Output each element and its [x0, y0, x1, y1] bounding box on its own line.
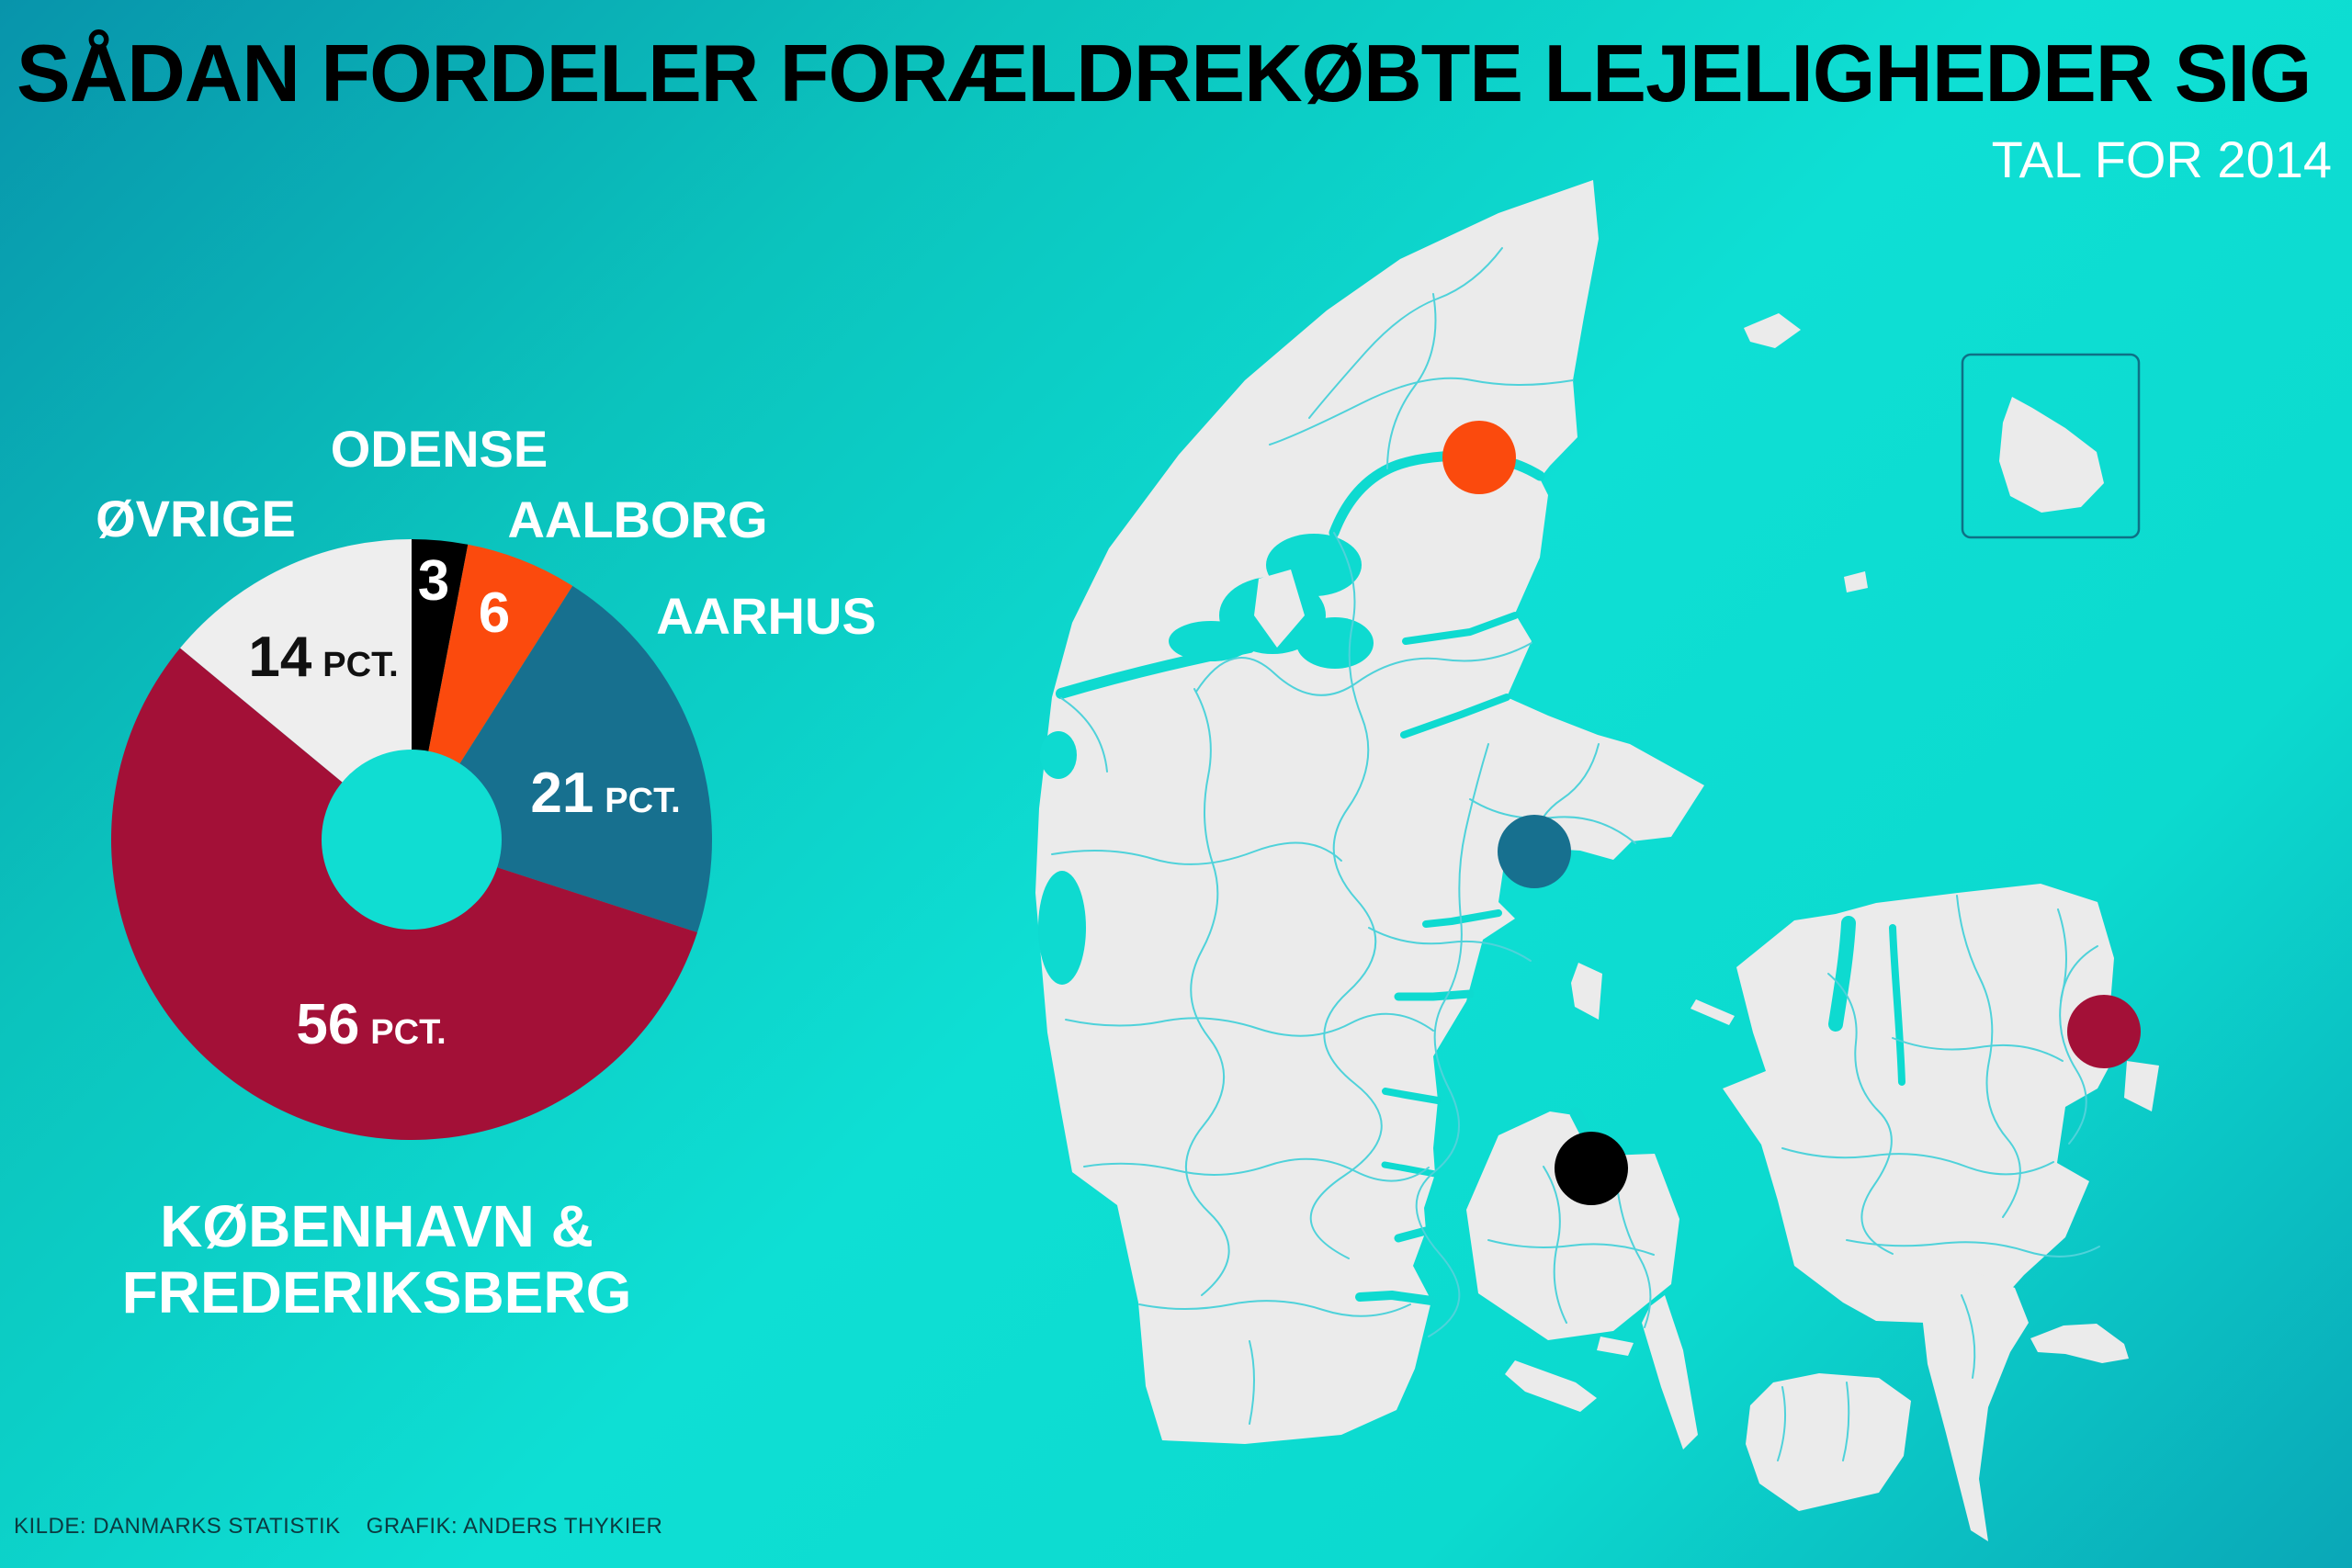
horsens-fjord — [1422, 909, 1502, 928]
zealand-island — [1723, 884, 2120, 1323]
value-ovrige-number: 14 — [248, 626, 312, 689]
samso-island — [1571, 963, 1602, 1020]
source-credit: KILDE: DANMARKS STATISTIK — [14, 1514, 341, 1539]
ringkobing-lagoon — [1038, 871, 1086, 985]
value-ovrige: 14 PCT. — [248, 629, 398, 686]
label-odense: ODENSE — [330, 420, 548, 478]
amager-island — [2124, 1061, 2159, 1111]
limfjord-west-channel — [1056, 642, 1255, 699]
mors-island — [1254, 570, 1305, 648]
label-ovrige: ØVRIGE — [96, 490, 296, 547]
value-aalborg: 6 — [479, 585, 510, 642]
city-dots — [1442, 421, 2141, 1205]
value-aalborg-number: 6 — [478, 581, 511, 645]
bornholm-inset — [1961, 353, 2141, 539]
subtitle-year: TAL FOR 2014 — [1991, 130, 2332, 188]
bornholm-island — [1999, 397, 2104, 513]
roskilde-fjord — [1889, 924, 1905, 1086]
page-title: SÅDAN FORDELER FORÆLDREKØBTE LEJELIGHEDE… — [17, 28, 2312, 118]
city-dot-aalborg — [1442, 421, 1516, 494]
label-aalborg: AALBORG — [507, 491, 768, 548]
lolland-island — [1746, 1373, 1911, 1511]
tasinge-island — [1597, 1337, 1634, 1356]
limfjord-lake-3 — [1296, 617, 1374, 669]
falster-island — [1922, 1272, 2029, 1541]
value-kobenhavn-unit: PCT. — [370, 1013, 447, 1052]
label-aarhus: AARHUS — [656, 587, 876, 645]
donut-hole — [322, 750, 502, 930]
graphic-credit: GRAFIK: ANDERS THYKIER — [366, 1514, 663, 1539]
denmark-map — [1035, 180, 2159, 1541]
value-ovrige-unit: PCT. — [322, 646, 399, 684]
value-odense-number: 3 — [417, 549, 450, 613]
isefjord — [1828, 916, 1856, 1032]
value-odense: 3 — [418, 553, 449, 610]
value-aarhus-unit: PCT. — [605, 782, 681, 820]
bornholm-inset-box — [1961, 353, 2141, 539]
mon-island — [2030, 1324, 2129, 1363]
city-dot-københavn — [2067, 995, 2141, 1068]
vejle-fjord — [1394, 989, 1475, 1001]
langeland-island — [1642, 1295, 1698, 1450]
denmark-landmass — [1035, 180, 2159, 1541]
nissum-lagoon — [1040, 731, 1077, 779]
city-dot-aarhus — [1498, 815, 1571, 888]
randers-fjord — [1400, 694, 1510, 739]
aero-island — [1505, 1360, 1597, 1412]
anholt-island — [1844, 571, 1868, 592]
haderslev-fjord — [1381, 1161, 1439, 1178]
label-kobenhavn-frederiksberg: KØBENHAVN & FREDERIKSBERG — [121, 1193, 632, 1325]
credits: KILDE: DANMARKS STATISTIK GRAFIK: ANDERS … — [14, 1514, 662, 1540]
municipality-borders — [1051, 247, 2100, 1461]
sejero-island — [1690, 999, 1735, 1025]
kolding-fjord — [1382, 1088, 1442, 1104]
donut-chart — [111, 539, 713, 1140]
flensborg-fjord — [1355, 1291, 1436, 1305]
value-aarhus: 21 PCT. — [530, 765, 680, 822]
aabenraa-fjord — [1394, 1226, 1430, 1243]
jutland-peninsula — [1035, 180, 1704, 1444]
value-aarhus-number: 21 — [530, 761, 594, 825]
city-dot-odense — [1555, 1132, 1628, 1205]
value-kobenhavn: 56 PCT. — [296, 997, 446, 1054]
value-kobenhavn-number: 56 — [296, 993, 360, 1056]
donut-slice-4 — [180, 539, 412, 840]
mariager-fjord — [1402, 612, 1519, 645]
laeso-island — [1744, 313, 1801, 348]
